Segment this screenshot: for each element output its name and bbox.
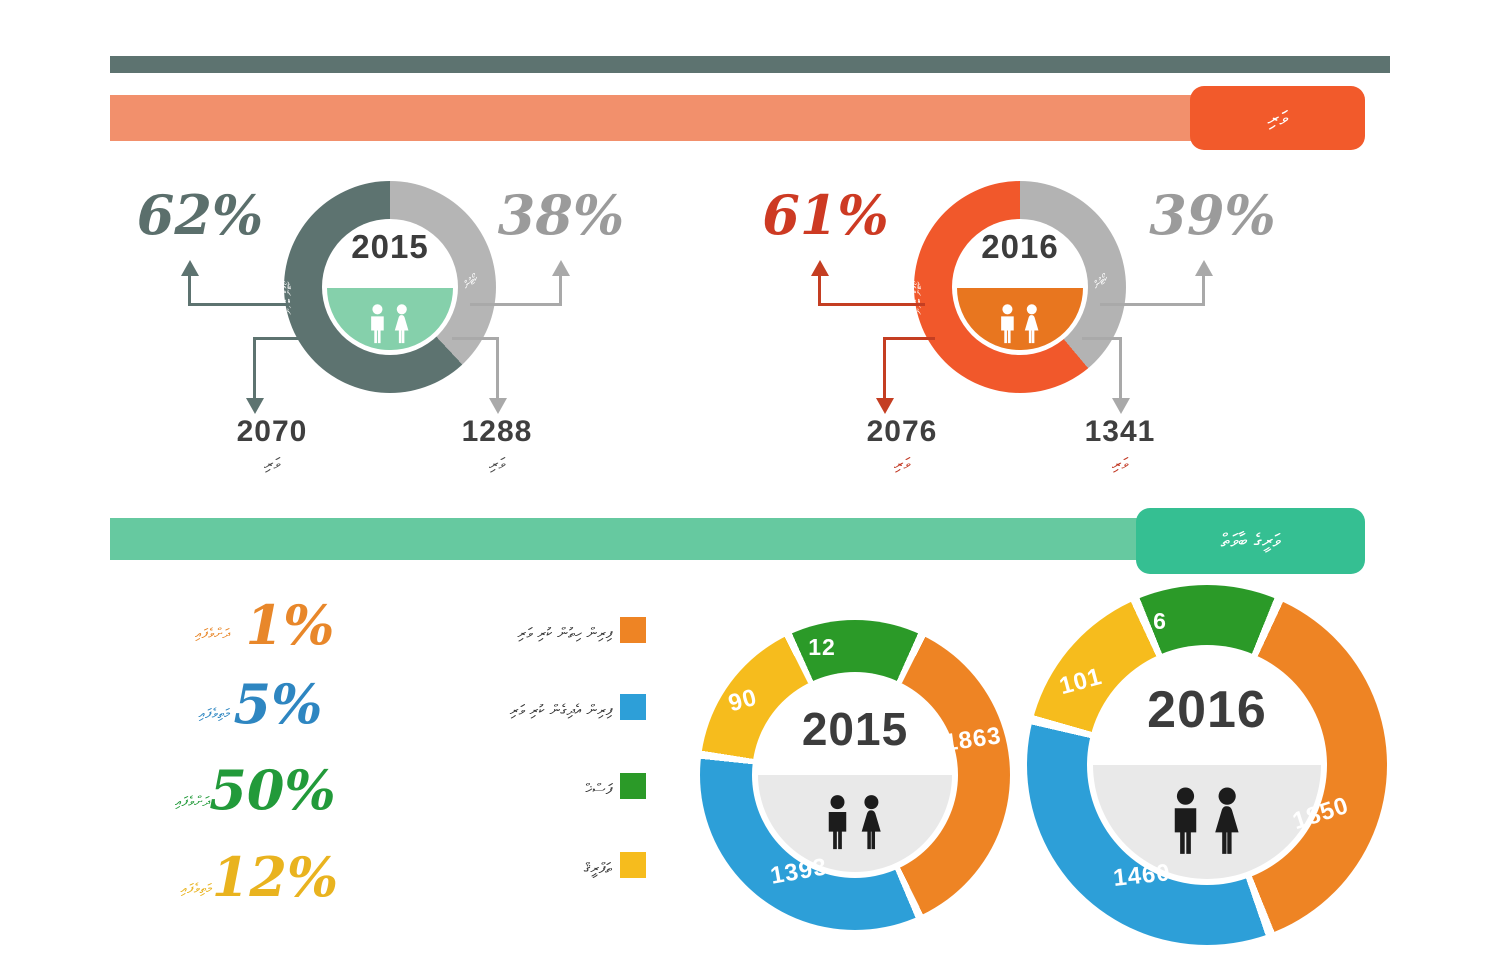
arrow-line [253,337,256,399]
legend-swatch-court [620,694,646,720]
arrow-line [1119,337,1122,399]
count-2015-majority: 2070 [236,415,308,448]
arrow-line [253,337,305,340]
arrow-down-icon [489,398,507,414]
ring-label-outside-court: ކޯޓުން ބޭރުން [914,281,925,315]
donut-2016-year: 2016 [981,228,1059,265]
seg-2016-faskh: 6 [1153,608,1167,634]
arrow-up-icon [811,260,829,276]
stat-12pct-note: މަތިވެފައި [180,881,213,897]
pct-2015-majority: 62% [136,183,264,247]
arrow-line [883,337,886,399]
ring-label-outside-court: ކޯޓުން ބޭރުން [284,281,295,315]
arrow-line [188,276,191,306]
legend-swatch-tafreeq [620,852,646,878]
stat-5pct: 5% [233,672,323,736]
arrow-line [470,303,562,306]
legend-label-tafreeq: ތަފްރީޤް [583,859,612,877]
pct-2016-minority: 39% [1149,183,1276,247]
arrow-line [1082,337,1122,340]
arrow-down-icon [1112,398,1130,414]
donut-2016-types-year: 2016 [1147,681,1267,739]
stat-12pct: 12% [211,845,339,909]
arrow-line [1202,276,1205,306]
top-title-bar [110,56,1390,73]
stat-50pct-note: ދަށްވެފައި [174,794,210,810]
stat-5pct-note: މަތިވެފައި [198,706,231,722]
couple-icon [820,792,890,856]
arrow-down-icon [876,398,894,414]
divorce-section-badge: ވަރި [1190,86,1365,150]
divorce-section-bar [110,95,1312,141]
arrow-up-icon [552,260,570,276]
pct-2016-majority: 61% [762,183,889,247]
types-section-bar [110,518,1152,560]
count-unit: ވަރި [1111,454,1129,473]
pct-2015-minority: 38% [497,183,625,247]
couple-icon [361,303,419,347]
count-unit: ވަރި [893,454,911,473]
couple-icon [991,303,1049,347]
arrow-line [496,337,499,399]
donut-2015-year: 2015 [351,228,429,265]
arrow-line [818,276,821,306]
couple-icon [1164,785,1250,861]
count-2015-minority: 1288 [461,415,533,448]
arrow-line [188,303,295,306]
stat-50pct: 50% [209,758,336,822]
legend-swatch-husband-outside [620,617,646,643]
arrow-line [452,337,499,340]
stat-1pct: 1% [245,593,335,657]
arrow-up-icon [181,260,199,276]
count-unit: ވަރި [263,454,281,473]
donut-2015-types-year: 2015 [801,703,909,755]
arrow-line [883,337,935,340]
count-2016-minority: 1341 [1084,415,1156,448]
arrow-down-icon [246,398,264,414]
seg-2015-faskh: 12 [808,634,836,660]
count-2016-majority: 2076 [866,415,938,448]
types-section-badge: ވަރީގެ ބާވަތް [1136,508,1365,574]
arrow-line [1100,303,1205,306]
stat-1pct-note: ދަށްވެފައި [194,626,230,642]
count-unit: ވަރި [488,454,506,473]
arrow-line [559,276,562,306]
arrow-line [818,303,925,306]
arrow-up-icon [1195,260,1213,276]
legend-label-court: ފިރިން އެދިގެން ކުރި ވަރި [509,701,612,719]
legend-swatch-faskh [620,773,646,799]
legend-label-husband-outside: ފިރިން ހިތުން ކުރި ވަރި [517,624,612,642]
legend-label-faskh: ފަސްޚް [585,780,612,798]
